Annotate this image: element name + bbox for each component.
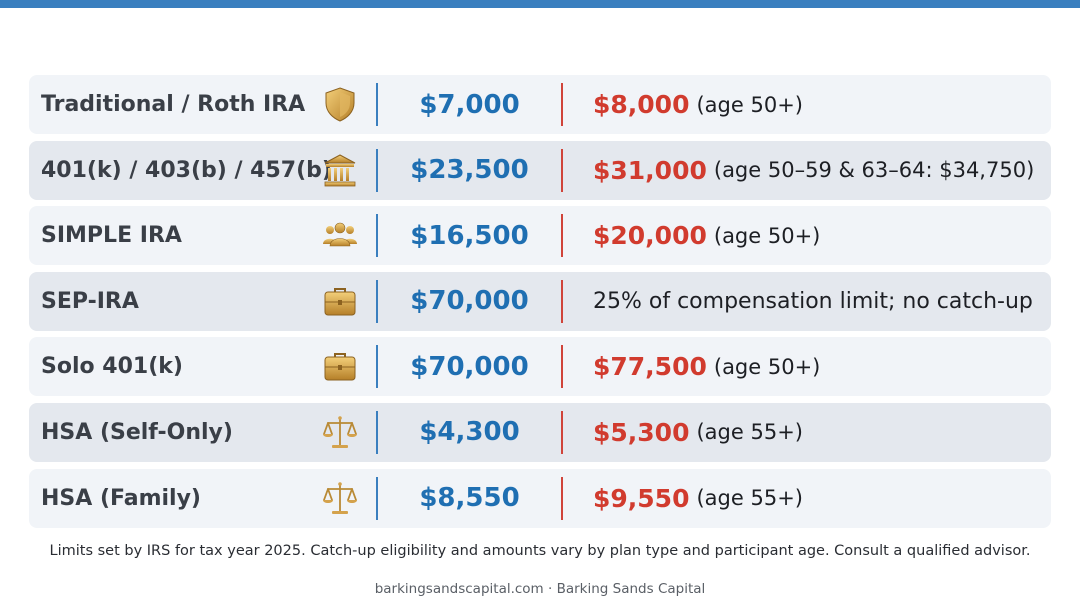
catchup-cell: 25% of compensation limit; no catch-up [593,272,1033,331]
catchup-amount: $77,500 [593,352,707,382]
column-divider [376,345,378,389]
column-divider [376,476,378,520]
catchup-amount: $31,000 [593,155,707,185]
column-divider [561,279,563,323]
catchup-amount: $5,300 [593,417,690,447]
catchup-note: (age 50–59 & 63–64: $34,750) [713,158,1035,183]
catchup-note: (age 50+) [696,92,803,117]
scales-icon [322,414,358,450]
annual-limit: $70,000 [410,286,529,317]
column-divider [561,345,563,389]
annual-limit: $4,300 [419,417,520,448]
column-divider [376,214,378,258]
table-row: Traditional / Roth IRA $7,000 $8,000 (ag… [29,75,1051,134]
catchup-cell: $8,000 (age 50+) [593,75,803,134]
annual-limit: $16,500 [410,220,529,251]
column-divider [376,410,378,454]
annual-limit: $7,000 [419,89,520,120]
column-divider [376,279,378,323]
contribution-limits-table: Traditional / Roth IRA $7,000 $8,000 (ag… [29,75,1051,534]
column-divider [561,214,563,258]
plan-name: Solo 401(k) [41,354,183,380]
table-row: Solo 401(k) $70,000 $77,500 (age 50+) [29,337,1051,397]
catchup-note: (age 55+) [696,420,803,445]
plan-name: 401(k) / 403(b) / 457(b) [41,157,332,183]
footnote: Limits set by IRS for tax year 2025. Cat… [49,543,1031,559]
plan-name: Traditional / Roth IRA [41,92,306,117]
catchup-cell: $5,300 (age 55+) [593,403,803,462]
column-divider [561,410,563,454]
top-accent-bar [0,0,1080,8]
catchup-text: 25% of compensation limit; no catch-up [593,288,1033,314]
column-divider [376,83,378,126]
catchup-note: (age 50+) [713,223,821,248]
briefcase-icon [322,283,358,319]
catchup-amount: $20,000 [593,221,707,251]
briefcase-icon [322,348,358,384]
plan-name: HSA (Self-Only) [41,419,233,445]
table-row: SIMPLE IRA $16,500 $20,000 (age 50+) [29,206,1051,266]
column-divider [561,476,563,520]
people-icon [322,217,358,253]
catchup-amount: $8,000 [593,90,690,119]
annual-limit: $70,000 [410,351,529,382]
plan-name: HSA (Family) [41,485,201,511]
bank-icon [322,152,358,188]
plan-name: SIMPLE IRA [41,223,182,249]
table-row: HSA (Self-Only) $4,300 $5,300 [29,402,1051,462]
table-row: SEP-IRA $70,000 25% of compensation limi… [29,271,1051,331]
table-row: 401(k) / 403(b) / 457(b) $23,500 $31,000… [29,140,1051,200]
catchup-cell: $20,000 (age 50+) [593,206,820,265]
column-divider [376,148,378,192]
catchup-amount: $9,550 [593,483,690,513]
annual-limit: $23,500 [410,155,529,186]
annual-limit: $8,550 [419,483,520,514]
catchup-cell: $9,550 (age 55+) [593,469,803,528]
catchup-cell: $31,000 (age 50–59 & 63–64: $34,750) [593,141,1034,200]
source-credit: barkingsandscapital.com · Barking Sands … [374,581,706,597]
catchup-cell: $77,500 (age 50+) [593,337,820,396]
scales-icon [322,480,358,516]
shield-icon [322,86,358,122]
table-row: HSA (Family) $8,550 $9,550 [29,468,1051,528]
column-divider [561,148,563,192]
column-divider [561,83,563,126]
catchup-note: (age 55+) [696,486,803,511]
plan-name: SEP-IRA [41,288,139,314]
catchup-note: (age 50+) [713,354,821,379]
